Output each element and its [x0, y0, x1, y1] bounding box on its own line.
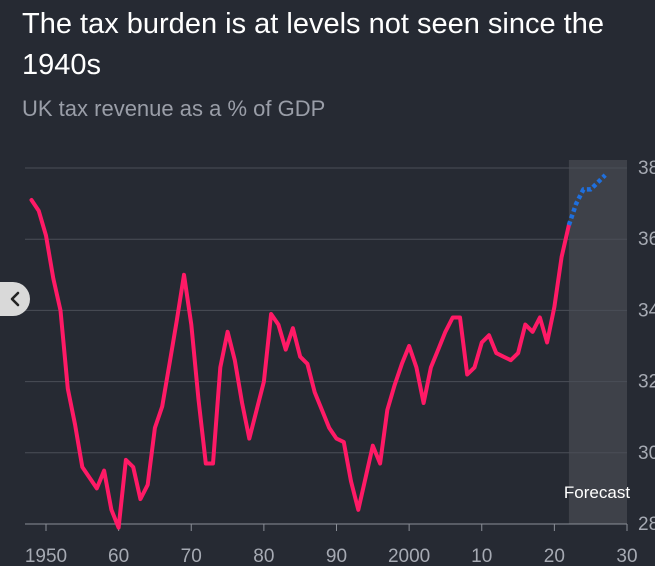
x-tick-label: 70: [181, 546, 202, 566]
forecast-series-line: [566, 173, 607, 226]
forecast-label: Forecast: [564, 483, 630, 502]
forecast-band: [568, 160, 627, 524]
x-tick-label: 10: [471, 546, 492, 566]
y-tick-label: 32: [638, 372, 655, 393]
x-tick-label: 20: [544, 546, 565, 566]
y-tick-label: 28: [638, 514, 655, 535]
y-tick-label: 38: [638, 158, 655, 179]
chevron-left-icon: [10, 291, 20, 307]
x-tick-label: 2000: [388, 546, 430, 566]
previous-chart-button[interactable]: [0, 282, 30, 316]
y-tick-label: 30: [638, 443, 655, 464]
x-tick-label: 60: [108, 546, 129, 566]
x-tick-label: 90: [326, 546, 347, 566]
y-tick-label: 34: [638, 300, 655, 321]
y-tick-label: 36: [638, 229, 655, 250]
actual-series-line: [29, 198, 571, 530]
x-tick-label: 1950: [25, 546, 67, 566]
x-tick-label: 80: [253, 546, 274, 566]
chart-title: The tax burden is at levels not seen sin…: [22, 8, 604, 81]
chart-subtitle: UK tax revenue as a % of GDP: [22, 96, 326, 121]
x-tick-label: 30: [616, 546, 637, 566]
